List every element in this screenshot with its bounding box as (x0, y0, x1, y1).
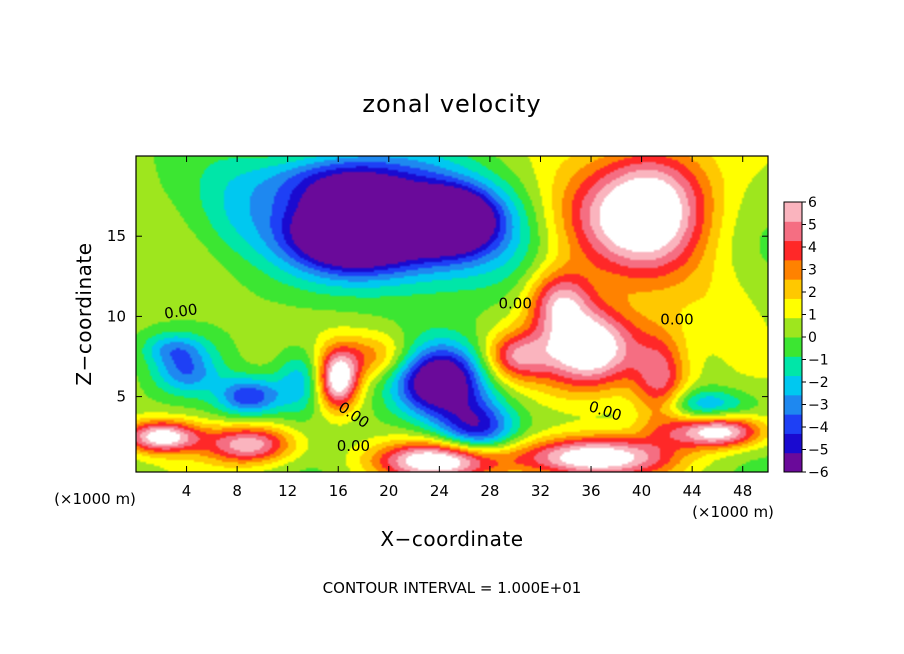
contour-label: 0.00 (660, 310, 693, 328)
colorbar-swatch (784, 433, 802, 454)
colorbar-swatch (784, 240, 802, 261)
x-unit-right: (×1000 m) (692, 503, 774, 521)
contour-interval-note: CONTOUR INTERVAL = 1.000E+01 (323, 579, 582, 597)
colorbar-swatch (784, 452, 802, 473)
colorbar-swatch (784, 279, 802, 299)
colorbar-swatch (784, 298, 802, 319)
chart-title: zonal velocity (362, 90, 541, 118)
x-tick-label: 8 (232, 482, 242, 500)
x-tick-label: 20 (379, 482, 398, 500)
colorbar-tick-label: 4 (808, 240, 817, 256)
colorbar-swatch (784, 414, 802, 434)
x-tick-label: 24 (430, 482, 449, 500)
x-tick-label: 36 (581, 482, 600, 500)
colorbar-tick-label: 6 (808, 195, 817, 211)
colorbar-swatch (784, 375, 802, 396)
colorbar-tick-label: −1 (808, 353, 829, 369)
colorbar-tick-label: 0 (808, 330, 817, 346)
x-tick-label: 28 (480, 482, 499, 500)
y-tick-label: 10 (107, 307, 126, 325)
x-tick-label: 16 (329, 482, 348, 500)
y-axis-label: Z−coordinate (72, 242, 96, 385)
plot-frame (135, 155, 769, 473)
velocity-field (136, 156, 768, 472)
x-tick-group: 4 8 12 16 20 24 28 32 36 40 44 48 (182, 156, 752, 500)
x-tick-label: 44 (683, 482, 702, 500)
colorbar-swatch (784, 337, 802, 357)
y-tick-label: 15 (107, 227, 126, 245)
colorbar-tick-label: −4 (808, 420, 829, 436)
colorbar-tick-label: 3 (808, 263, 817, 279)
colorbar-tick-label: 5 (808, 218, 817, 234)
colorbar-tick-label: 2 (808, 285, 817, 301)
x-unit-left: (×1000 m) (54, 490, 136, 508)
contour-label: 0.00 (163, 300, 199, 322)
colorbar-tick-label: −5 (808, 443, 829, 459)
colorbar-swatch (784, 259, 802, 280)
colorbar-swatch (784, 356, 802, 377)
colorbar-swatch (784, 221, 802, 242)
x-tick-label: 48 (733, 482, 752, 500)
colorbar: 6 5 4 3 2 1 0 −1 −2 −3 −4 −5 −6 (783, 195, 829, 481)
x-tick-label: 40 (632, 482, 651, 500)
x-tick-label: 4 (182, 482, 192, 500)
y-tick-label: 5 (116, 388, 126, 406)
y-tick-group: 5 10 15 (107, 227, 768, 406)
colorbar-tick-label: −6 (808, 465, 829, 481)
colorbar-swatch (784, 394, 802, 415)
colorbar-tick-label: −2 (808, 375, 829, 391)
colorbar-swatch (784, 317, 802, 338)
contour-label: 0.00 (498, 294, 531, 312)
colorbar-tick-label: −3 (808, 398, 829, 414)
colorbar-tick-label: 1 (808, 308, 817, 324)
contour-label: 0.00 (337, 437, 370, 455)
x-tick-label: 12 (278, 482, 297, 500)
colorbar-swatch (784, 202, 802, 222)
x-tick-label: 32 (531, 482, 550, 500)
x-axis-label: X−coordinate (380, 527, 523, 551)
